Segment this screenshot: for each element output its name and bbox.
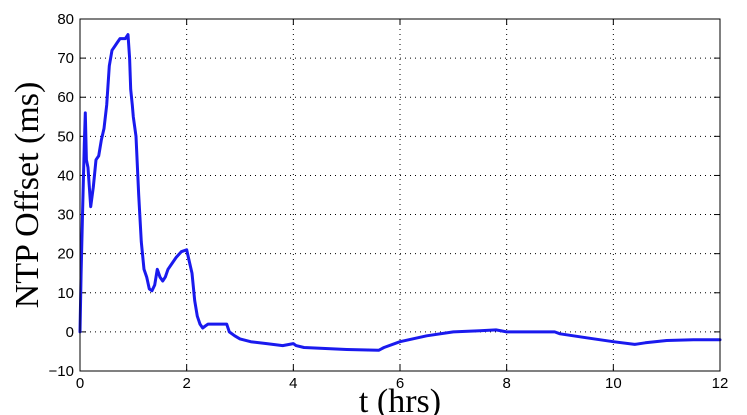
x-tick-label: 2 bbox=[182, 375, 190, 392]
y-tick-label: 10 bbox=[57, 285, 74, 302]
y-tick-label: 80 bbox=[57, 11, 74, 28]
y-tick-label: −10 bbox=[49, 363, 74, 380]
x-tick-label: 0 bbox=[76, 375, 84, 392]
x-axis-label: t (hrs) bbox=[359, 383, 441, 415]
y-tick-label: 0 bbox=[66, 324, 74, 341]
x-tick-label: 12 bbox=[712, 375, 729, 392]
series-line bbox=[78, 33, 722, 352]
y-tick-label: 40 bbox=[57, 167, 74, 184]
y-tick-label: 20 bbox=[57, 246, 74, 263]
grid-lines bbox=[80, 19, 720, 371]
y-tick-label: 50 bbox=[57, 128, 74, 145]
y-axis-label: NTP Offset (ms) bbox=[9, 82, 46, 309]
plot-frame bbox=[79, 18, 721, 372]
x-tick-label: 6 bbox=[396, 375, 404, 392]
y-tick-label: 60 bbox=[57, 89, 74, 106]
x-tick-label: 4 bbox=[289, 375, 297, 392]
y-tick-label: 70 bbox=[57, 50, 74, 67]
y-tick-label: 30 bbox=[57, 207, 74, 224]
x-tick-label: 10 bbox=[605, 375, 622, 392]
x-tick-label: 8 bbox=[502, 375, 510, 392]
